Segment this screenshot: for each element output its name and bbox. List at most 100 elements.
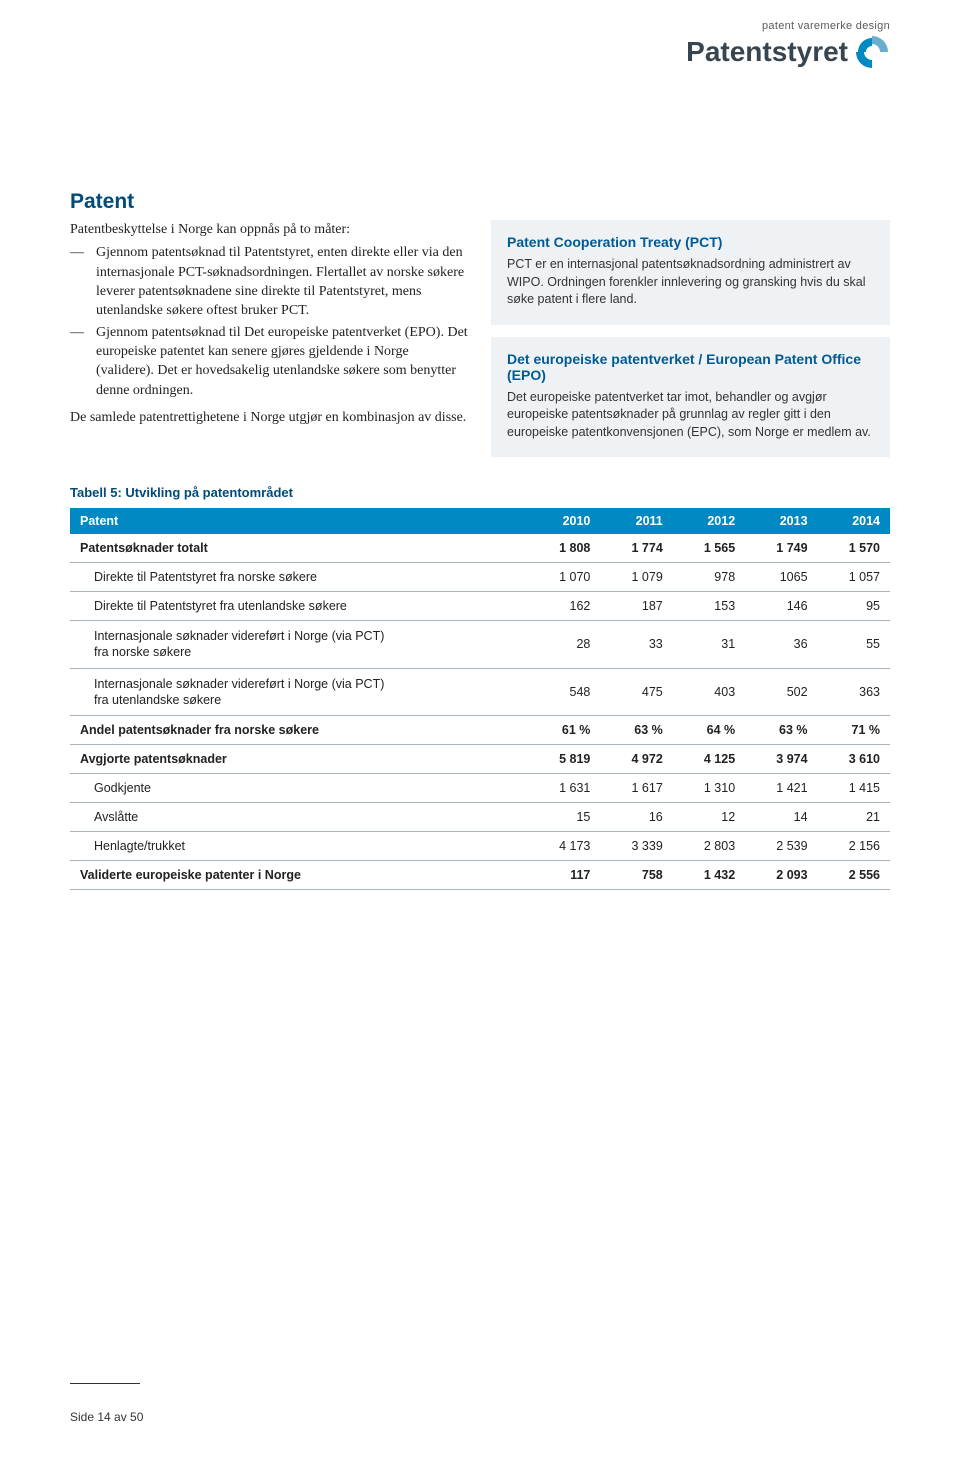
row-value: 153	[673, 592, 745, 621]
row-value: 5 819	[528, 745, 600, 774]
section-title: Patent	[70, 190, 890, 214]
row-value: 1 432	[673, 861, 745, 890]
intro-right-column: Patent Cooperation Treaty (PCT) PCT er e…	[491, 220, 890, 457]
info-box-epo: Det europeiske patentverket / European P…	[491, 337, 890, 458]
row-value: 2 156	[818, 832, 890, 861]
row-value: 28	[528, 621, 600, 669]
row-value: 403	[673, 668, 745, 716]
row-value: 1 749	[745, 534, 817, 563]
intro-bullet: Gjennom patentsøknad til Patentstyret, e…	[96, 243, 469, 320]
row-value: 502	[745, 668, 817, 716]
row-value: 2 556	[818, 861, 890, 890]
row-label: Validerte europeiske patenter i Norge	[70, 861, 528, 890]
row-value: 64 %	[673, 716, 745, 745]
row-value: 1 070	[528, 563, 600, 592]
info-box-body: PCT er en internasjonal patentsøknadsord…	[507, 256, 874, 309]
table-header-year: 2012	[673, 508, 745, 534]
row-value: 16	[600, 803, 672, 832]
intro-left-column: Patentbeskyttelse i Norge kan oppnås på …	[70, 220, 469, 457]
row-value: 61 %	[528, 716, 600, 745]
row-value: 4 972	[600, 745, 672, 774]
row-value: 3 339	[600, 832, 672, 861]
logo-name-row: Patentstyret	[686, 34, 890, 70]
row-value: 1 617	[600, 774, 672, 803]
header-logo: patent varemerke design Patentstyret	[686, 20, 890, 70]
row-label: Internasjonale søknader videreført i Nor…	[70, 621, 528, 669]
page-content: Patent Patentbeskyttelse i Norge kan opp…	[70, 30, 890, 890]
row-value: 4 173	[528, 832, 600, 861]
row-value: 758	[600, 861, 672, 890]
row-value: 1 057	[818, 563, 890, 592]
table-caption: Tabell 5: Utvikling på patentområdet	[70, 485, 890, 500]
table-row: Direkte til Patentstyret fra utenlandske…	[70, 592, 890, 621]
logo-wordmark: Patentstyret	[686, 36, 848, 68]
row-value: 15	[528, 803, 600, 832]
table-row: Avgjorte patentsøknader5 8194 9724 1253 …	[70, 745, 890, 774]
row-value: 4 125	[673, 745, 745, 774]
logo-icon	[854, 34, 890, 70]
logo-tagline: patent varemerke design	[686, 20, 890, 32]
row-value: 31	[673, 621, 745, 669]
row-value: 117	[528, 861, 600, 890]
row-label: Andel patentsøknader fra norske søkere	[70, 716, 528, 745]
row-value: 1 774	[600, 534, 672, 563]
table-body: Patentsøknader totalt1 8081 7741 5651 74…	[70, 534, 890, 890]
intro-bullet-list: Gjennom patentsøknad til Patentstyret, e…	[70, 243, 469, 400]
row-value: 33	[600, 621, 672, 669]
table-header-year: 2013	[745, 508, 817, 534]
table-row: Internasjonale søknader videreført i Nor…	[70, 621, 890, 669]
table-row: Direkte til Patentstyret fra norske søke…	[70, 563, 890, 592]
table-header-year: 2010	[528, 508, 600, 534]
footnote-separator	[70, 1383, 140, 1384]
row-value: 2 093	[745, 861, 817, 890]
row-value: 146	[745, 592, 817, 621]
row-value: 475	[600, 668, 672, 716]
row-label: Godkjente	[70, 774, 528, 803]
row-value: 12	[673, 803, 745, 832]
table-row: Andel patentsøknader fra norske søkere61…	[70, 716, 890, 745]
row-value: 1 808	[528, 534, 600, 563]
page-number: Side 14 av 50	[70, 1410, 143, 1424]
row-value: 3 974	[745, 745, 817, 774]
row-value: 1 631	[528, 774, 600, 803]
row-value: 548	[528, 668, 600, 716]
row-value: 63 %	[745, 716, 817, 745]
row-value: 14	[745, 803, 817, 832]
row-label: Direkte til Patentstyret fra utenlandske…	[70, 592, 528, 621]
info-box-pct: Patent Cooperation Treaty (PCT) PCT er e…	[491, 220, 890, 325]
row-value: 1 415	[818, 774, 890, 803]
table-header-year: 2011	[600, 508, 672, 534]
row-label: Henlagte/trukket	[70, 832, 528, 861]
row-value: 1 565	[673, 534, 745, 563]
patent-development-table: Patent20102011201220132014 Patentsøknade…	[70, 508, 890, 890]
info-box-body: Det europeiske patentverket tar imot, be…	[507, 389, 874, 442]
row-value: 1 079	[600, 563, 672, 592]
row-value: 21	[818, 803, 890, 832]
row-value: 162	[528, 592, 600, 621]
table-header-year: 2014	[818, 508, 890, 534]
row-value: 978	[673, 563, 745, 592]
table-header: Patent20102011201220132014	[70, 508, 890, 534]
table-row: Patentsøknader totalt1 8081 7741 5651 74…	[70, 534, 890, 563]
row-value: 2 803	[673, 832, 745, 861]
row-value: 1 421	[745, 774, 817, 803]
row-value: 1 310	[673, 774, 745, 803]
row-label: Avslåtte	[70, 803, 528, 832]
row-value: 1065	[745, 563, 817, 592]
row-value: 187	[600, 592, 672, 621]
row-value: 55	[818, 621, 890, 669]
row-label: Patentsøknader totalt	[70, 534, 528, 563]
table-row: Godkjente1 6311 6171 3101 4211 415	[70, 774, 890, 803]
row-value: 3 610	[818, 745, 890, 774]
table-row: Internasjonale søknader videreført i Nor…	[70, 668, 890, 716]
row-value: 71 %	[818, 716, 890, 745]
table-header-label: Patent	[70, 508, 528, 534]
table-row: Validerte europeiske patenter i Norge117…	[70, 861, 890, 890]
info-box-title: Det europeiske patentverket / European P…	[507, 351, 874, 383]
table-row: Avslåtte1516121421	[70, 803, 890, 832]
intro-after: De samlede patentrettighetene i Norge ut…	[70, 408, 469, 427]
row-label: Direkte til Patentstyret fra norske søke…	[70, 563, 528, 592]
intro-row: Patentbeskyttelse i Norge kan oppnås på …	[70, 220, 890, 457]
row-value: 63 %	[600, 716, 672, 745]
info-box-title: Patent Cooperation Treaty (PCT)	[507, 234, 874, 250]
